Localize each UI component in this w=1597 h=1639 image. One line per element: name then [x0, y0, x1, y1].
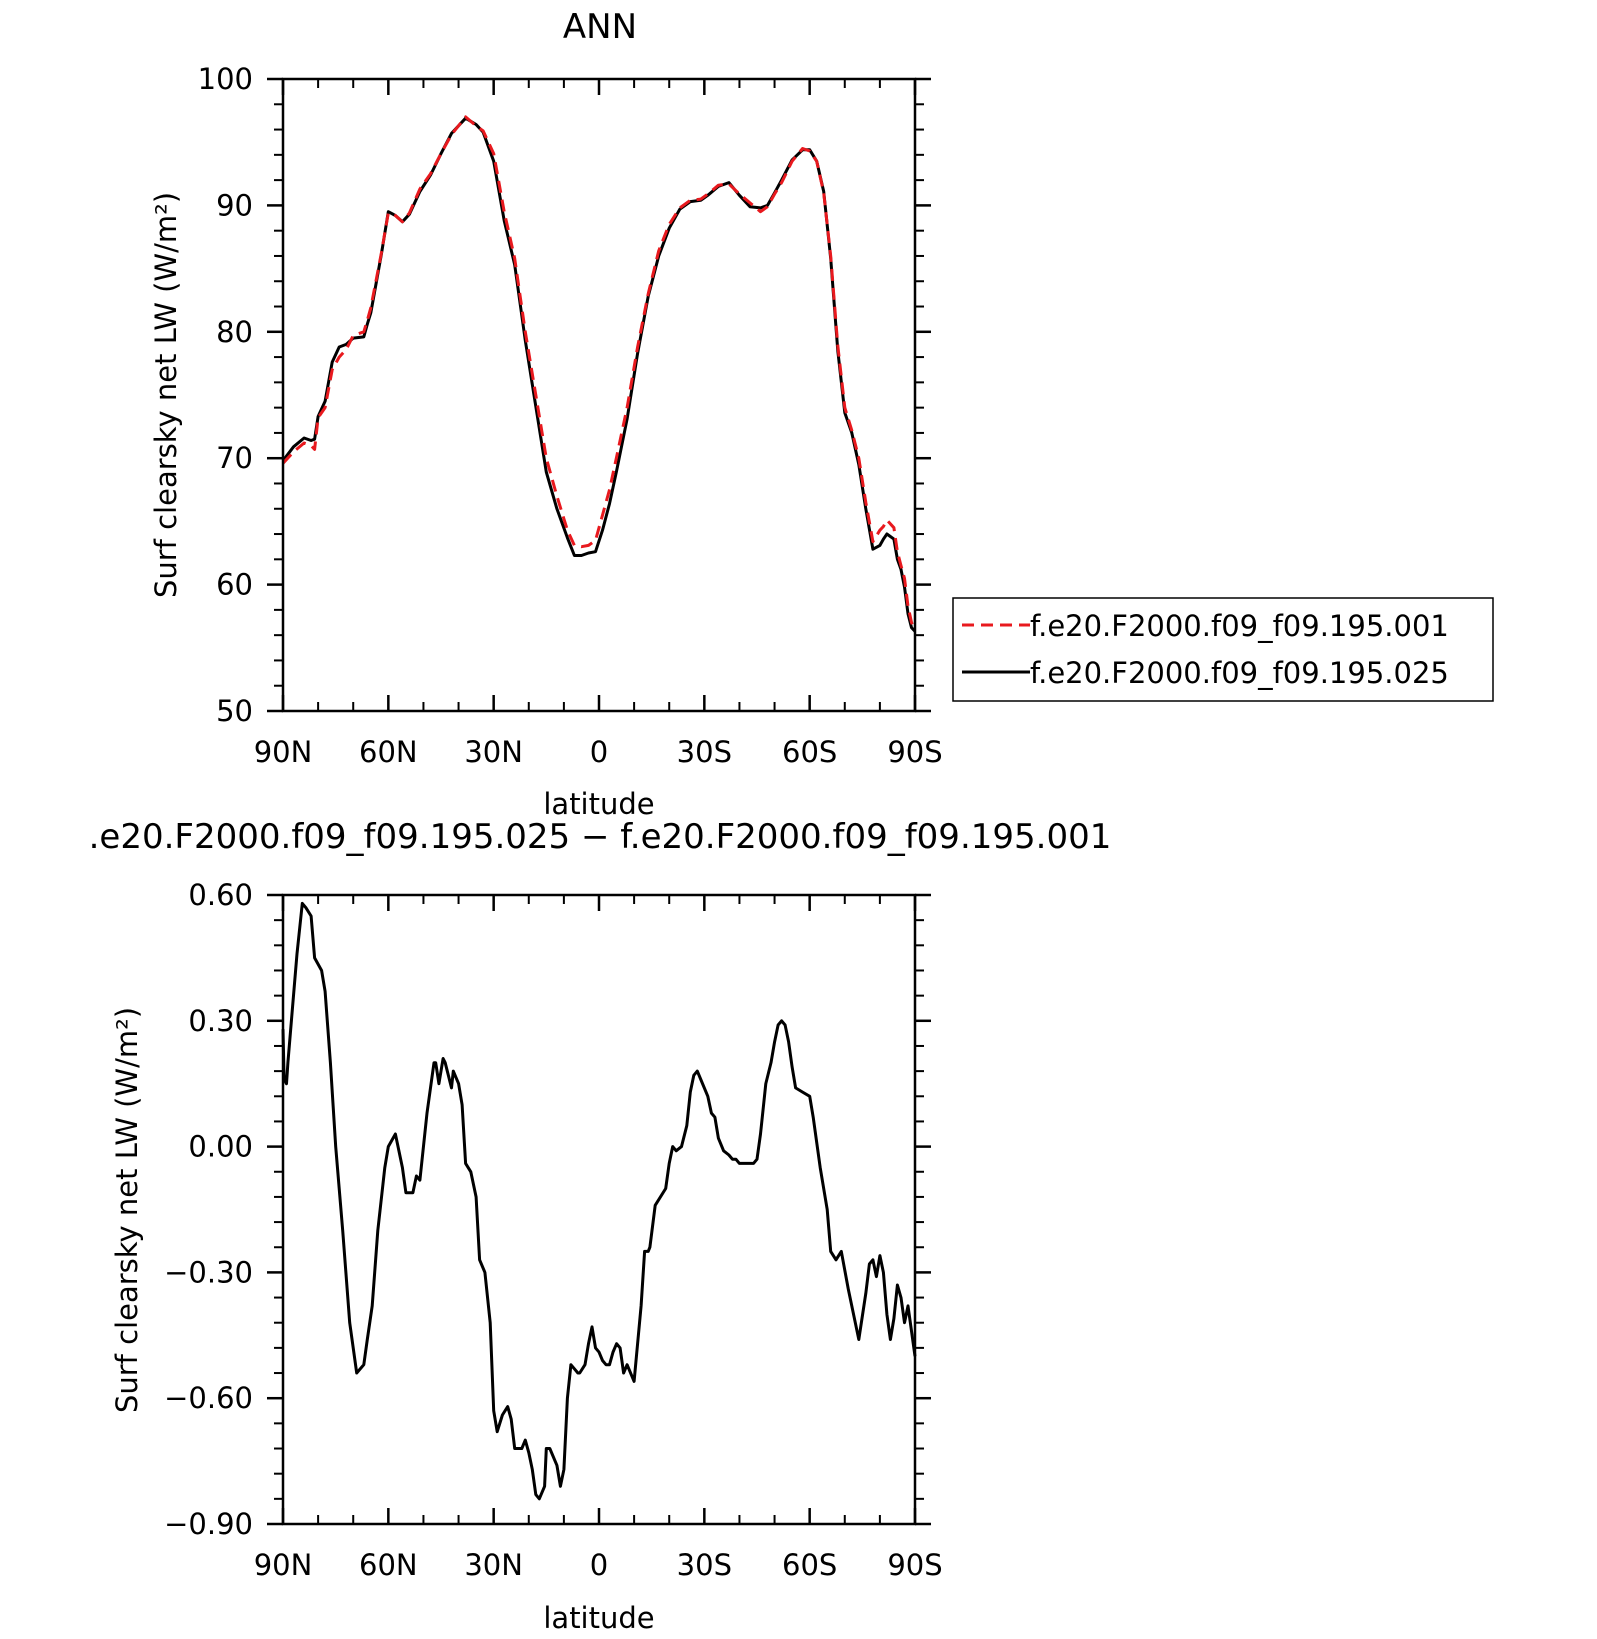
bottom-panel-title: .e20.F2000.f09_f09.195.025 − f.e20.F2000… — [89, 817, 1112, 857]
top-panel-frame — [281, 77, 917, 713]
bottom-x-tick-label: 60S — [782, 1548, 837, 1582]
bottom-y-tick-label: −0.30 — [164, 1255, 253, 1289]
bottom-panel-frame — [281, 893, 917, 1526]
top-panel-series — [281, 115, 917, 633]
top-series-line-1 — [281, 115, 917, 631]
top-y-tick-label: 80 — [216, 315, 253, 349]
legend-label-series-1: f.e20.F2000.f09_f09.195.001 — [1030, 609, 1449, 643]
bottom-panel: .e20.F2000.f09_f09.195.025 − f.e20.F2000… — [89, 817, 1112, 1635]
bottom-panel-ticks: 90N 60N 30N 0 30S 60S 90S 0.60 0.30 0.00 −0.30 −0.6… — [164, 878, 943, 1582]
bottom-y-tick-label: 0.00 — [188, 1130, 253, 1164]
top-panel: ANN 90N 60N 30N 0 30S 60S 90S 50 60 70 80 90 100 lat… — [149, 7, 1494, 821]
bottom-x-tick-label: 30S — [677, 1548, 732, 1582]
bottom-series-line-1 — [281, 901, 917, 1501]
top-series-line-2 — [281, 116, 917, 633]
top-panel-ticks: 90N 60N 30N 0 30S 60S 90S 50 60 70 80 90 100 — [198, 62, 943, 769]
top-x-tick-label: 30S — [677, 735, 732, 769]
top-x-tick-label: 60N — [359, 735, 418, 769]
top-x-tick-label: 30N — [464, 735, 523, 769]
top-y-tick-label: 70 — [216, 441, 253, 475]
top-x-tick-label: 90N — [254, 735, 313, 769]
bottom-y-tick-label: −0.60 — [164, 1381, 253, 1415]
top-x-tick-label: 0 — [590, 735, 608, 769]
bottom-x-tick-label: 90N — [254, 1548, 313, 1582]
top-x-tick-label: 60S — [782, 735, 837, 769]
bottom-x-tick-label: 0 — [590, 1548, 608, 1582]
top-y-tick-label: 90 — [216, 188, 253, 222]
top-y-tick-label: 100 — [198, 62, 253, 96]
top-y-tick-label: 60 — [216, 568, 253, 602]
legend-label-series-2: f.e20.F2000.f09_f09.195.025 — [1030, 656, 1449, 690]
bottom-x-tick-label: 60N — [359, 1548, 418, 1582]
bottom-y-tick-label: 0.60 — [188, 878, 253, 912]
legend: f.e20.F2000.f09_f09.195.001 f.e20.F2000.… — [952, 597, 1494, 702]
bottom-x-tick-label: 30N — [464, 1548, 523, 1582]
top-panel-title: ANN — [563, 7, 637, 47]
top-y-tick-label: 50 — [216, 694, 253, 728]
bottom-y-tick-label: −0.90 — [164, 1507, 253, 1541]
bottom-y-tick-label: 0.30 — [188, 1004, 253, 1038]
top-panel-x-axis-label: latitude — [543, 787, 654, 821]
bottom-panel-y-axis-label: Surf clearsky net LW (W/m²) — [110, 1007, 144, 1413]
bottom-panel-x-axis-label: latitude — [543, 1601, 654, 1635]
legend-box — [952, 597, 1494, 702]
top-panel-y-axis-label: Surf clearsky net LW (W/m²) — [149, 192, 183, 598]
bottom-panel-series — [281, 901, 917, 1501]
bottom-x-tick-label: 90S — [887, 1548, 942, 1582]
top-x-tick-label: 90S — [887, 735, 942, 769]
